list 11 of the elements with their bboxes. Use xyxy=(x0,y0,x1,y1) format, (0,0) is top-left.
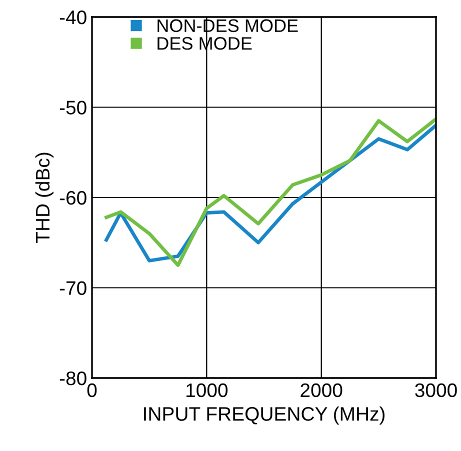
x-tick-label: 1000 xyxy=(186,383,228,398)
x-tick-label: 0 xyxy=(87,383,97,398)
x-axis-title: INPUT FREQUENCY (MHz) xyxy=(144,406,385,425)
y-tick-label: -40 xyxy=(60,10,86,24)
y-tick-label: -70 xyxy=(60,281,86,295)
y-tick-label: -50 xyxy=(60,100,86,114)
y-tick-label: -80 xyxy=(60,371,86,386)
x-tick-label: 3000 xyxy=(415,383,457,398)
x-tick-label: 2000 xyxy=(300,383,342,398)
y-axis-title: THD (dBc) xyxy=(35,152,54,243)
y-tick-label: -60 xyxy=(60,190,86,205)
